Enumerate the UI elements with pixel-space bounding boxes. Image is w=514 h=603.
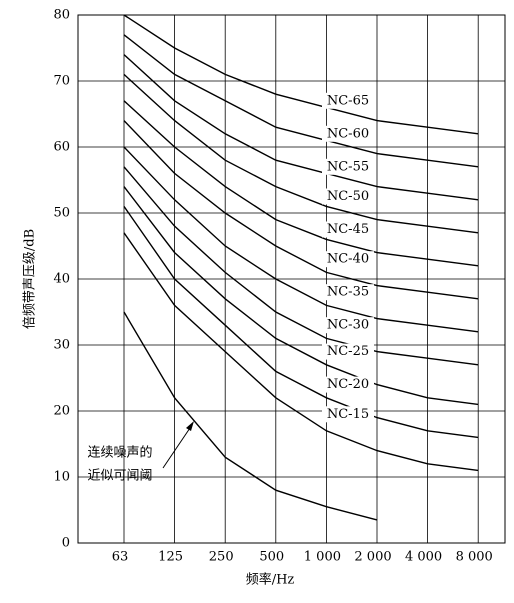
series-line: [123, 120, 479, 300]
series-label: NC-50: [327, 189, 369, 204]
x-tick-label: 250: [209, 550, 234, 565]
series-label-bg: [322, 125, 374, 142]
x-tick-label: 8 000: [456, 550, 493, 565]
x-axis-label: 频率/Hz: [246, 572, 295, 588]
series-label: NC-65: [327, 93, 369, 108]
series-line: [123, 205, 479, 439]
x-tick-label: 1 000: [304, 550, 341, 565]
series-label: NC-15: [327, 407, 369, 422]
series-label: NC-55: [327, 159, 369, 174]
y-tick-label: 30: [53, 338, 70, 353]
series-label-bg: [322, 158, 374, 175]
y-tick-label: 50: [53, 206, 70, 221]
series-label: NC-40: [327, 252, 369, 267]
series-label-bg: [322, 251, 374, 268]
series-label: NC-25: [327, 344, 369, 359]
series-label: NC-35: [327, 285, 369, 300]
series-label-bg: [322, 317, 374, 334]
x-tick-label: 2 000: [354, 550, 391, 565]
y-tick-label: 10: [53, 470, 70, 485]
series-label-bg: [322, 376, 374, 393]
annotation: 近似可闻阈: [87, 469, 152, 484]
series-label-bg: [322, 406, 374, 423]
series-label: NC-45: [327, 222, 369, 237]
annotation-arrowhead: [186, 421, 194, 431]
series-line: [123, 232, 479, 472]
series-line: [123, 73, 479, 234]
series-line: [123, 34, 479, 168]
y-tick-label: 40: [53, 272, 70, 287]
y-tick-label: 80: [53, 8, 70, 23]
series-label-bg: [322, 343, 374, 360]
x-tick-label: 500: [259, 550, 284, 565]
y-tick-label: 0: [62, 536, 70, 551]
series-line: [123, 100, 479, 267]
series-label-bg: [322, 92, 374, 109]
series-line: [123, 311, 378, 521]
y-tick-label: 20: [53, 404, 70, 419]
series-line: [123, 146, 479, 333]
series-label-bg: [322, 221, 374, 238]
series-label-bg: [322, 188, 374, 205]
x-tick-label: 63: [112, 550, 129, 565]
series-label: NC-20: [327, 377, 369, 392]
series-line: [123, 166, 479, 366]
series-line: [123, 54, 479, 201]
annotation: 连续噪声的: [87, 445, 152, 461]
series-line: [123, 186, 479, 406]
y-tick-label: 60: [53, 140, 70, 155]
series-label: NC-60: [327, 126, 369, 141]
x-tick-label: 4 000: [405, 550, 442, 565]
series-label: NC-30: [327, 318, 369, 333]
series-label-bg: [322, 284, 374, 301]
series-line: [123, 14, 479, 135]
annotation-arrow: [162, 424, 193, 469]
x-tick-label: 125: [158, 550, 183, 565]
y-axis-label: 倍频带声压级/dB: [23, 229, 38, 329]
y-tick-label: 70: [53, 74, 70, 89]
